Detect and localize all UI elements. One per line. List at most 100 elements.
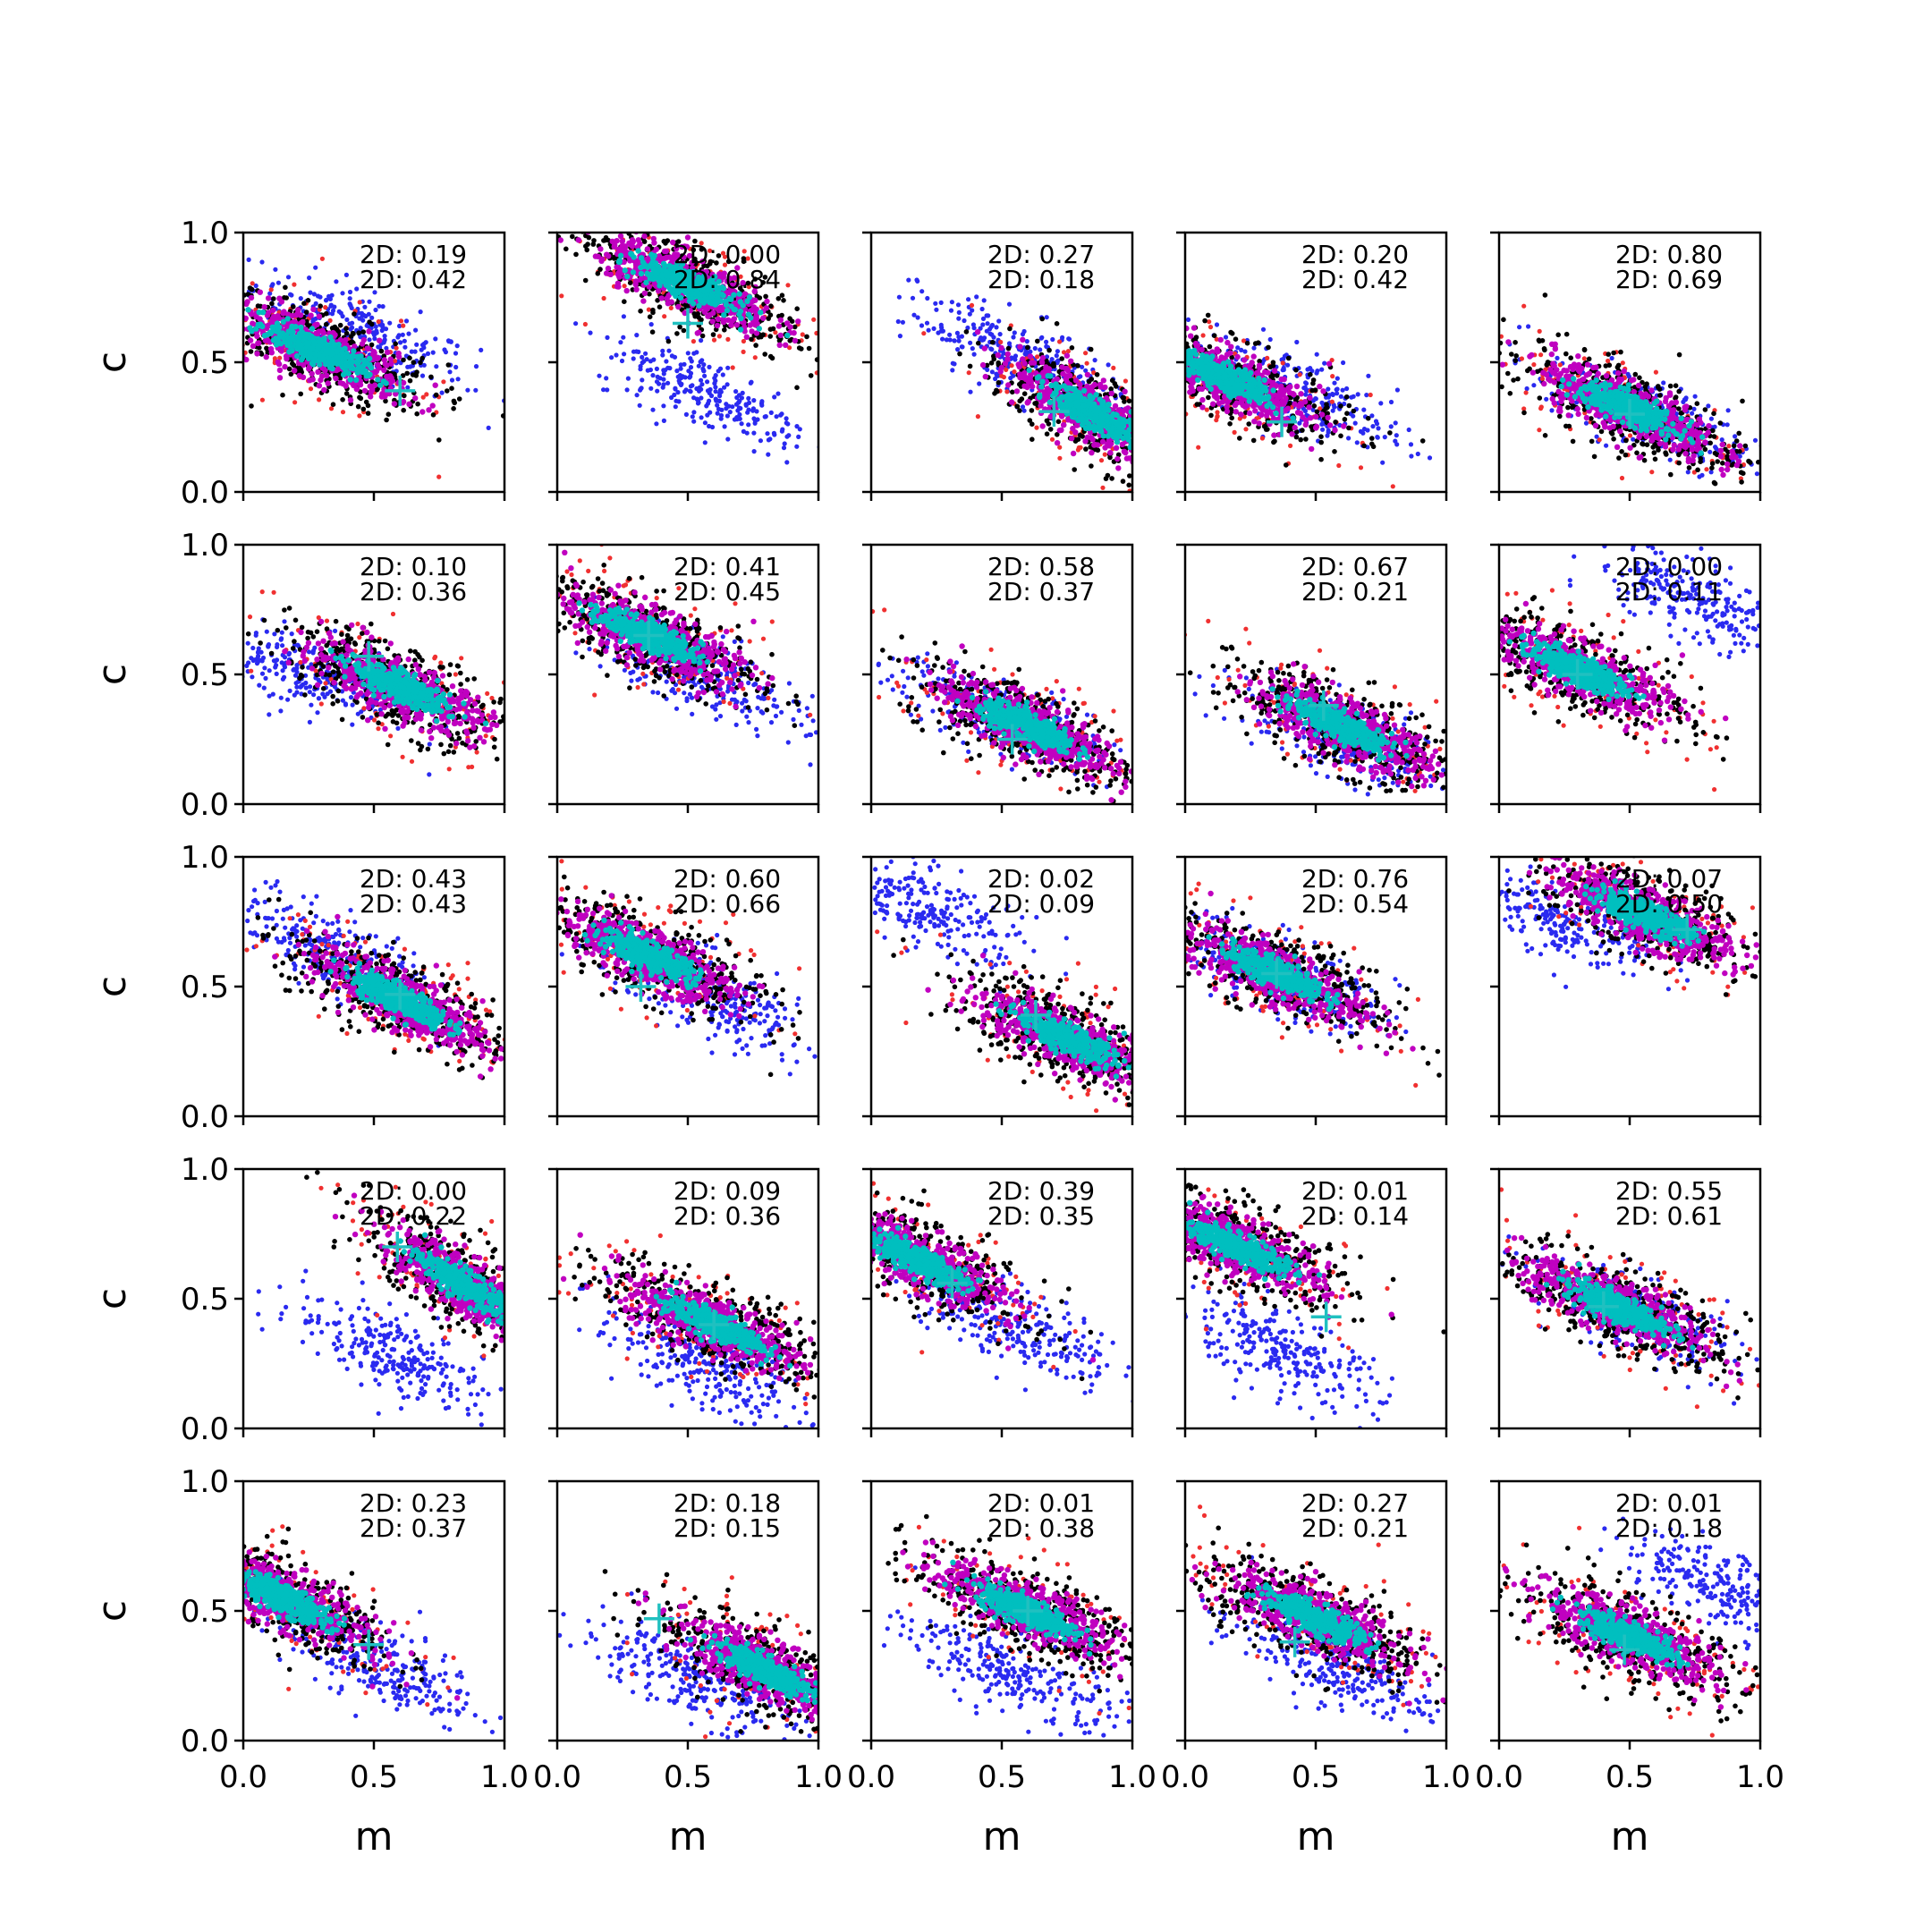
data-point <box>994 371 999 377</box>
data-point <box>321 386 327 394</box>
data-point <box>1006 301 1013 307</box>
data-point <box>292 282 297 287</box>
data-point <box>925 295 930 301</box>
data-point <box>271 296 276 301</box>
data-point <box>694 289 700 295</box>
data-point <box>631 219 636 225</box>
data-point <box>1169 446 1174 452</box>
data-point <box>402 393 407 399</box>
data-point <box>663 248 670 254</box>
data-point <box>621 314 627 319</box>
data-point <box>405 385 411 390</box>
data-point <box>825 440 829 445</box>
data-point <box>1188 468 1193 473</box>
data-point <box>292 400 298 405</box>
data-point <box>689 284 696 291</box>
data-point <box>752 419 758 424</box>
data-point <box>449 386 454 392</box>
data-point <box>914 277 919 283</box>
data-point <box>1174 429 1179 435</box>
data-point <box>654 379 660 385</box>
data-point <box>1157 431 1163 436</box>
data-point <box>200 311 206 317</box>
data-point <box>1144 457 1149 462</box>
data-point <box>757 295 763 301</box>
data-point <box>1149 430 1154 435</box>
data-point <box>1234 467 1240 472</box>
data-point <box>767 334 773 339</box>
data-point <box>1011 373 1016 378</box>
data-point <box>1044 315 1049 320</box>
data-point <box>718 412 724 419</box>
data-point <box>345 353 352 360</box>
data-point <box>1136 436 1141 441</box>
data-point <box>767 312 774 318</box>
data-point <box>267 291 273 296</box>
data-point <box>1191 454 1197 460</box>
data-point <box>1138 428 1143 434</box>
data-point <box>347 289 353 295</box>
data-point <box>650 407 656 412</box>
data-point <box>343 383 349 389</box>
data-point <box>995 352 1002 359</box>
data-point <box>1157 461 1162 466</box>
data-point <box>694 396 699 402</box>
data-point <box>965 325 970 331</box>
data-point <box>222 334 227 339</box>
data-point <box>776 338 783 343</box>
data-point <box>767 326 774 333</box>
data-point <box>749 299 755 305</box>
data-point <box>691 247 697 253</box>
data-point <box>779 292 785 299</box>
data-point <box>1133 464 1139 470</box>
data-point <box>715 402 720 408</box>
data-point <box>688 356 693 361</box>
data-point <box>733 282 740 288</box>
data-point <box>280 392 285 398</box>
data-point <box>1170 462 1175 468</box>
data-point <box>1078 445 1083 450</box>
data-point <box>414 369 419 375</box>
data-point <box>208 300 213 305</box>
data-point <box>728 322 734 328</box>
data-point <box>1154 450 1159 455</box>
data-point <box>619 238 625 244</box>
data-point <box>679 381 684 386</box>
data-point <box>708 292 715 300</box>
data-point <box>663 368 668 373</box>
data-point <box>186 302 191 308</box>
data-point <box>1086 378 1092 385</box>
data-point <box>695 283 701 289</box>
data-point <box>1089 384 1096 390</box>
data-point <box>650 267 657 273</box>
data-point <box>291 362 297 369</box>
data-point <box>1171 459 1176 464</box>
data-point <box>640 223 646 228</box>
data-point <box>745 280 751 286</box>
data-point <box>377 337 383 343</box>
data-point <box>1155 446 1160 452</box>
data-point <box>1156 460 1161 465</box>
data-point <box>1213 476 1218 481</box>
data-point <box>646 284 652 290</box>
data-point <box>660 278 666 284</box>
data-point <box>694 330 700 336</box>
data-point <box>1055 358 1061 363</box>
data-point <box>1151 399 1157 404</box>
data-point <box>940 336 945 342</box>
data-point <box>648 251 655 258</box>
data-point <box>1203 498 1208 504</box>
data-point <box>1148 436 1154 441</box>
data-point <box>445 338 452 343</box>
data-point <box>1143 448 1148 453</box>
data-point <box>934 307 939 312</box>
data-point <box>1112 402 1119 410</box>
data-point <box>575 237 581 243</box>
data-point <box>1136 420 1140 425</box>
data-point <box>1179 495 1184 500</box>
data-point <box>741 249 747 254</box>
data-point <box>637 276 643 283</box>
data-point <box>753 309 759 316</box>
data-point <box>682 375 688 380</box>
